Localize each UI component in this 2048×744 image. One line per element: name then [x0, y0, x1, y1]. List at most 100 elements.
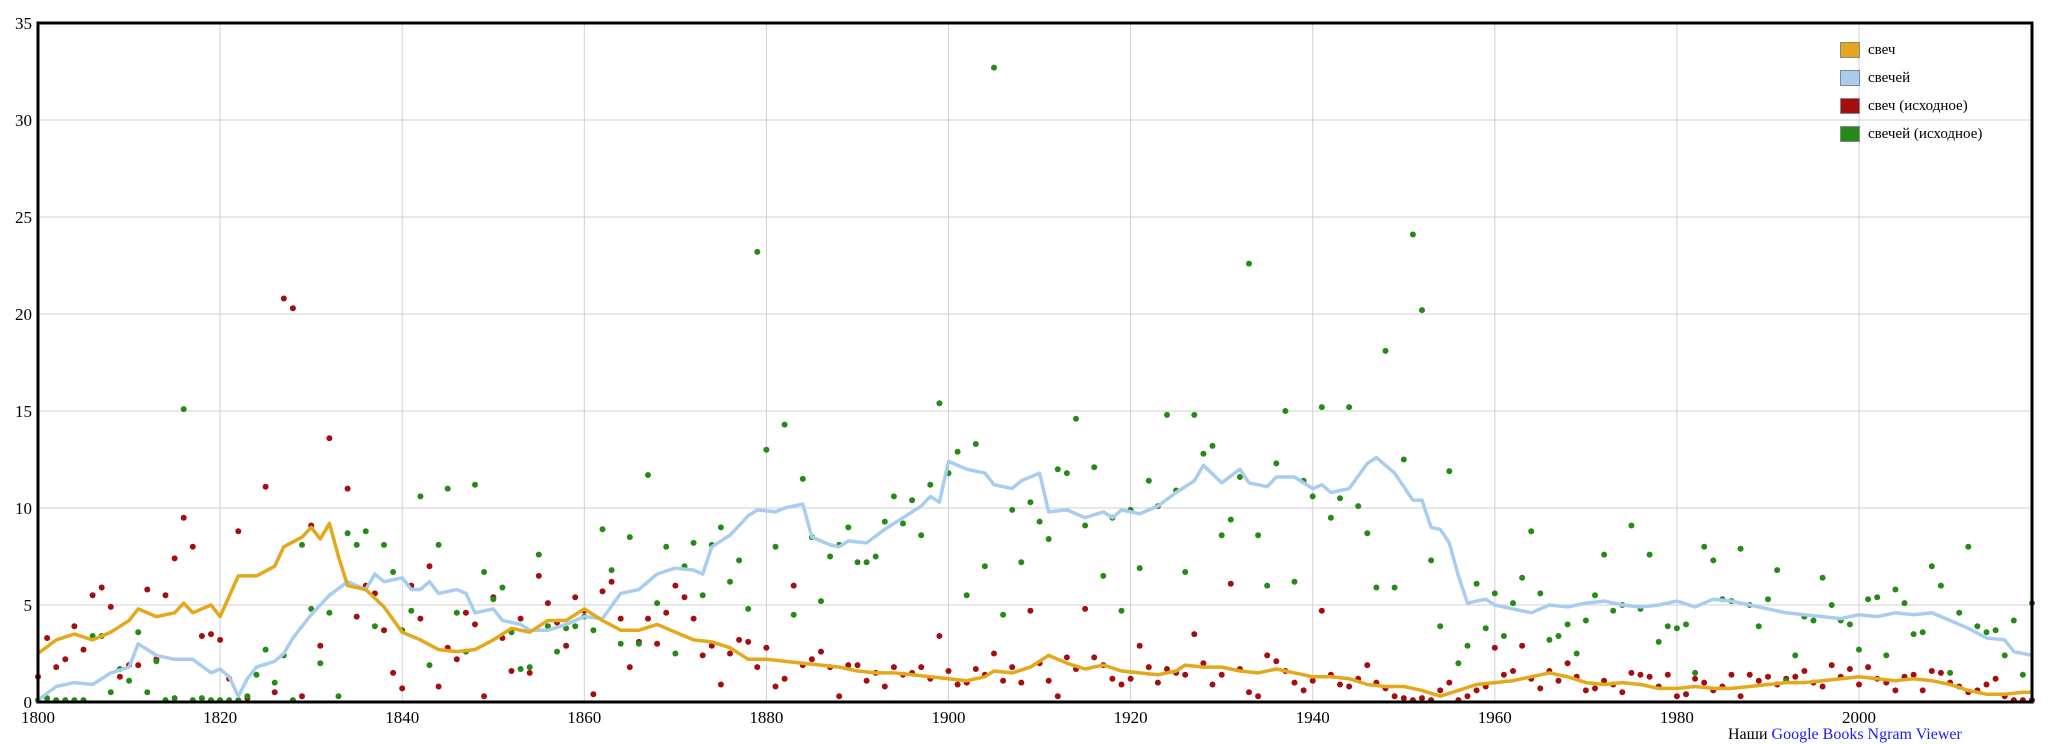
data-point[interactable]: [1564, 660, 1571, 667]
data-point[interactable]: [1555, 633, 1562, 639]
data-point[interactable]: [1218, 532, 1225, 539]
data-point[interactable]: [1500, 671, 1507, 678]
data-point[interactable]: [563, 625, 570, 632]
data-point[interactable]: [1373, 584, 1380, 591]
data-point[interactable]: [1610, 607, 1617, 614]
data-point[interactable]: [1865, 664, 1872, 671]
data-point[interactable]: [180, 514, 187, 521]
data-point[interactable]: [772, 683, 779, 690]
data-point[interactable]: [554, 648, 560, 655]
data-point[interactable]: [699, 592, 706, 599]
data-point[interactable]: [1218, 671, 1225, 678]
data-point[interactable]: [1409, 231, 1416, 238]
data-point[interactable]: [289, 305, 296, 312]
data-point[interactable]: [1910, 631, 1917, 638]
data-point[interactable]: [763, 446, 770, 453]
data-point[interactable]: [1073, 415, 1079, 422]
data-point[interactable]: [344, 485, 351, 492]
data-point[interactable]: [299, 541, 305, 548]
data-point[interactable]: [1819, 574, 1826, 581]
data-point[interactable]: [1473, 580, 1480, 587]
data-point[interactable]: [53, 664, 60, 671]
data-point[interactable]: [617, 615, 624, 622]
data-point[interactable]: [1346, 404, 1353, 411]
data-point[interactable]: [453, 609, 460, 616]
data-point[interactable]: [1182, 671, 1189, 678]
data-point[interactable]: [1191, 631, 1198, 638]
data-point[interactable]: [481, 693, 488, 700]
data-point[interactable]: [326, 435, 333, 442]
data-point[interactable]: [1983, 629, 1990, 636]
data-point[interactable]: [845, 524, 852, 531]
data-point[interactable]: [1145, 664, 1152, 671]
data-point[interactable]: [1874, 594, 1881, 601]
data-point[interactable]: [1601, 677, 1608, 684]
data-point[interactable]: [1664, 623, 1671, 630]
data-point[interactable]: [499, 584, 506, 591]
data-point[interactable]: [936, 400, 943, 407]
data-point[interactable]: [408, 607, 415, 614]
data-point[interactable]: [890, 664, 897, 671]
data-point[interactable]: [1018, 559, 1025, 566]
data-point[interactable]: [1009, 664, 1016, 671]
data-point[interactable]: [936, 633, 943, 639]
data-point[interactable]: [271, 679, 278, 686]
legend-item-svechey-raw[interactable]: свечей (исходное): [1840, 120, 2040, 148]
data-point[interactable]: [1573, 650, 1580, 657]
data-point[interactable]: [208, 631, 214, 638]
data-point[interactable]: [590, 691, 597, 698]
data-point[interactable]: [135, 662, 142, 669]
data-point[interactable]: [654, 640, 661, 647]
data-point[interactable]: [818, 598, 824, 605]
data-point[interactable]: [280, 295, 287, 302]
data-point[interactable]: [954, 448, 961, 455]
data-point[interactable]: [1309, 677, 1316, 684]
data-point[interactable]: [1191, 411, 1198, 418]
data-point[interactable]: [1592, 592, 1598, 599]
data-point[interactable]: [836, 693, 843, 700]
data-point[interactable]: [599, 526, 606, 533]
data-point[interactable]: [626, 534, 633, 541]
data-point[interactable]: [1054, 466, 1061, 473]
data-point[interactable]: [517, 666, 524, 672]
data-point[interactable]: [690, 539, 697, 546]
data-point[interactable]: [1992, 627, 1999, 634]
data-point[interactable]: [80, 646, 87, 653]
data-point[interactable]: [62, 656, 69, 663]
data-point[interactable]: [1928, 668, 1935, 674]
data-point[interactable]: [1974, 623, 1981, 630]
data-point[interactable]: [1264, 652, 1271, 659]
data-point[interactable]: [608, 567, 615, 574]
data-point[interactable]: [2001, 652, 2008, 659]
data-point[interactable]: [453, 656, 460, 663]
data-point[interactable]: [717, 681, 724, 688]
data-point[interactable]: [1400, 695, 1407, 702]
data-point[interactable]: [927, 481, 934, 488]
data-point[interactable]: [645, 472, 651, 478]
data-point[interactable]: [235, 528, 242, 535]
data-point[interactable]: [1510, 668, 1516, 674]
data-point[interactable]: [790, 611, 797, 618]
data-point[interactable]: [717, 524, 724, 531]
ngram-viewer-link[interactable]: Google Books Ngram Viewer: [1771, 726, 1962, 743]
data-point[interactable]: [1801, 668, 1808, 674]
data-point[interactable]: [1673, 625, 1680, 632]
data-point[interactable]: [1601, 551, 1608, 558]
data-point[interactable]: [1992, 675, 1999, 682]
data-point[interactable]: [1491, 644, 1498, 651]
data-point[interactable]: [353, 613, 360, 620]
data-point[interactable]: [326, 609, 333, 616]
data-point[interactable]: [308, 605, 315, 612]
data-point[interactable]: [900, 520, 906, 527]
data-point[interactable]: [317, 642, 324, 649]
data-point[interactable]: [890, 493, 897, 500]
data-point[interactable]: [2010, 617, 2017, 624]
data-point[interactable]: [1255, 532, 1262, 539]
data-point[interactable]: [435, 541, 442, 548]
data-point[interactable]: [1391, 584, 1398, 591]
data-point[interactable]: [845, 662, 852, 669]
data-point[interactable]: [1118, 681, 1125, 688]
data-point[interactable]: [1846, 666, 1853, 672]
data-point[interactable]: [1692, 669, 1699, 676]
legend-item-svech-raw[interactable]: свеч (исходное): [1840, 92, 2040, 120]
